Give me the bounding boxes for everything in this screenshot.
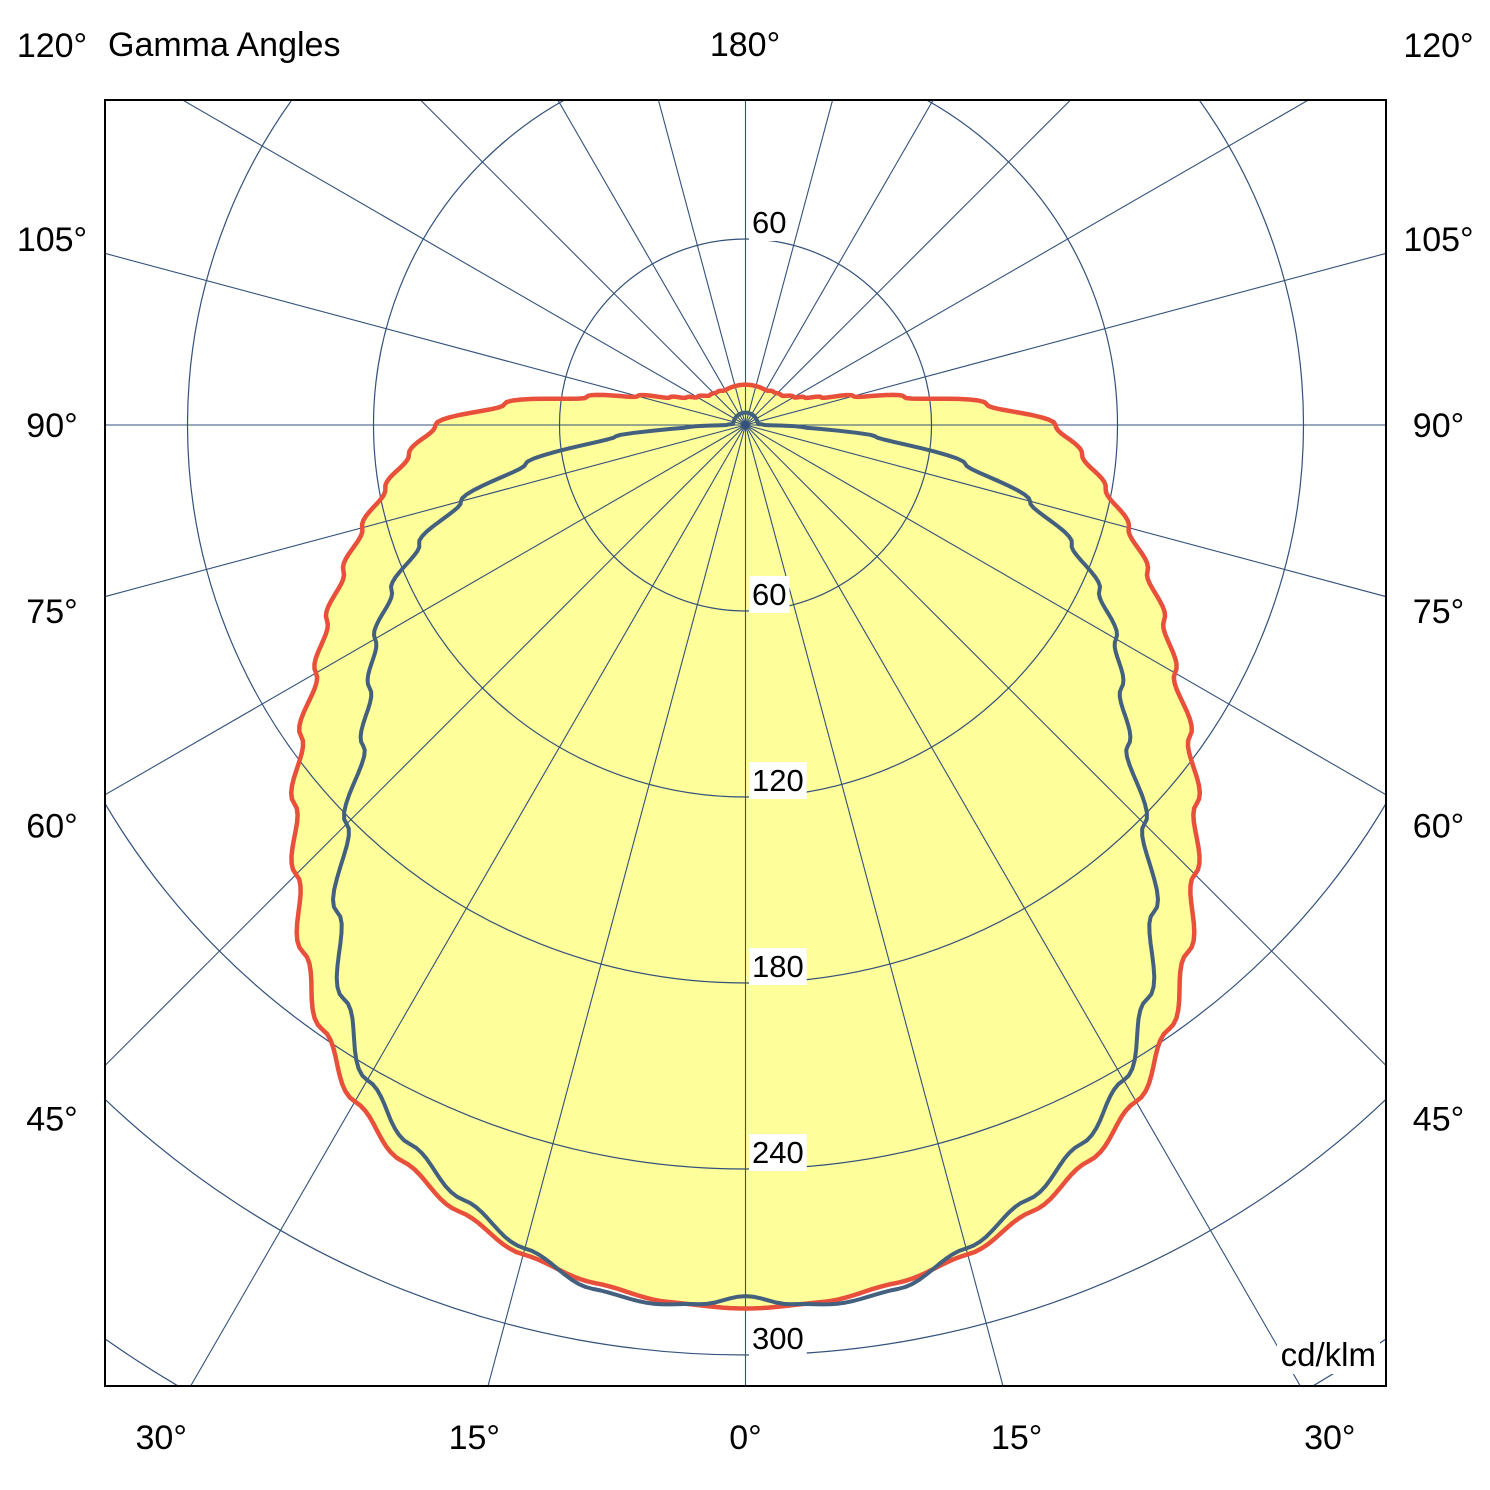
polar-grid-ray [487, 424, 747, 1386]
ring-label-bg [749, 762, 807, 799]
polar-grid-ray [105, 424, 746, 598]
ring-label: 60 [752, 577, 786, 612]
gamma-angle-label: 90° [1413, 407, 1464, 445]
polar-grid-ray [105, 424, 746, 796]
gamma-angle-label: 15° [991, 1419, 1042, 1457]
polar-grid-ray [557, 100, 746, 426]
polar-grid-ray [657, 100, 747, 426]
polar-grid-ray [105, 424, 746, 1067]
ring-label: 240 [752, 1135, 804, 1170]
gamma-angle-label: 105° [1403, 221, 1473, 259]
polar-grid-ray [745, 252, 1386, 426]
gamma-angle-label: 30° [1304, 1419, 1355, 1457]
polar-grid-ray [181, 100, 746, 426]
gamma-angle-label: 30° [136, 1419, 187, 1457]
polar-grid-ray [745, 100, 1072, 426]
gamma-angle-label: 60° [26, 807, 77, 845]
polar-grid-ray [419, 100, 746, 426]
ring-label-bg [749, 1134, 807, 1171]
gamma-angle-label: 75° [1413, 593, 1464, 631]
gamma-angle-label: 90° [26, 407, 77, 445]
ring-label-bg [749, 576, 790, 613]
curve-c0-c180 [288, 382, 1203, 1311]
gamma-angle-label: 45° [26, 1101, 77, 1139]
gamma-angle-label: 120° [1403, 27, 1473, 65]
polar-grid-ray [745, 424, 1386, 598]
polar-grid-ray [745, 424, 1386, 796]
ring-label: 300 [752, 1321, 804, 1356]
gamma-angle-label: 45° [1413, 1101, 1464, 1139]
ring-label-bg [749, 1320, 807, 1357]
polar-grid-ray [190, 424, 746, 1386]
gamma-angle-label: 15° [449, 1419, 500, 1457]
polar-grid-ray [745, 100, 1310, 426]
polar-grid-ray [105, 252, 746, 426]
gamma-angle-label-180: 180° [709, 26, 781, 64]
ring-label-upper-bg [749, 204, 790, 241]
polar-grid-ray [744, 424, 1004, 1386]
polar-grid-ray [744, 100, 834, 426]
unit-label: cd/klm [1276, 1336, 1380, 1374]
polar-grid-ray [745, 424, 1301, 1386]
ring-label-bg [749, 948, 807, 985]
plot-frame [104, 99, 1387, 1387]
polar-grid-ray [745, 424, 1386, 1067]
ring-label-upper: 60 [752, 205, 786, 240]
gamma-angle-label: 75° [26, 593, 77, 631]
ring-label: 180 [752, 949, 804, 984]
gamma-angle-label: 0° [729, 1419, 762, 1457]
gamma-angle-label: 105° [17, 221, 87, 259]
ring-label: 120 [752, 763, 804, 798]
chart-title: Gamma Angles [108, 26, 341, 64]
gamma-angle-label: 60° [1413, 807, 1464, 845]
gamma-angle-label: 120° [17, 27, 87, 65]
polar-grid-ray [745, 100, 934, 426]
curve-c90-c270 [331, 410, 1160, 1307]
